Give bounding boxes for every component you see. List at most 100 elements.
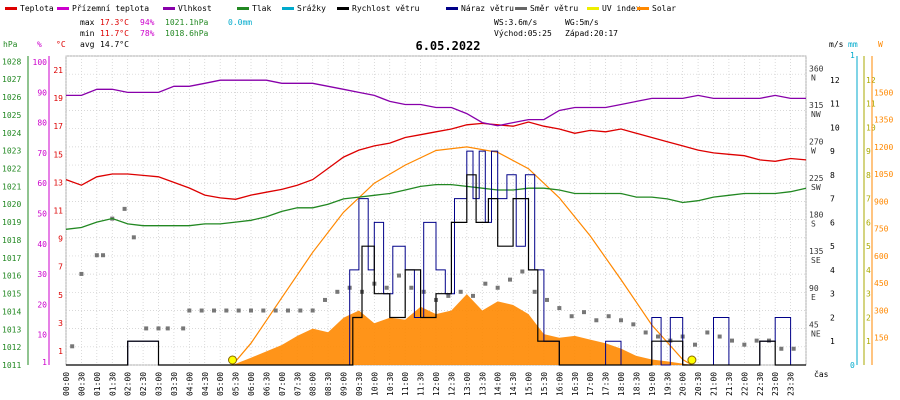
axis-time-tick: 16:30 [571, 372, 580, 396]
axis-uv-tick: 4 [866, 266, 871, 275]
wind-direction-point [384, 285, 389, 290]
axis-time-label: čas [814, 369, 829, 379]
axis-pct-tick: 100 [33, 58, 48, 67]
axis-temp-tick: 1 [58, 347, 63, 356]
axis-time-tick: 07:00 [278, 372, 287, 396]
axes-layer: hPa1028102710261025102410231022102110201… [2, 40, 893, 396]
legend-label: Směr větru [530, 4, 578, 13]
legend-label: Teplota [20, 4, 54, 13]
axis-time-tick: 09:30 [355, 372, 364, 396]
axis-time-tick: 06:30 [262, 372, 271, 396]
axis-temp-tick: 11 [53, 207, 63, 216]
temperature-line [65, 121, 807, 200]
axis-uv-tick: 12 [866, 76, 876, 85]
axis-dir-tick: 90 [809, 284, 819, 293]
axis-ms-tick: 9 [830, 147, 835, 156]
stat-max-temp: 17.3°C [100, 18, 129, 27]
wind-direction-point [261, 308, 266, 313]
wind-direction-point [532, 289, 537, 294]
axis-time-tick: 04:30 [201, 372, 210, 396]
axis-time-tick: 15:30 [540, 372, 549, 396]
axis-time-tick: 23:00 [771, 372, 780, 396]
axis-temp-tick: 7 [58, 263, 63, 272]
wind-direction-point [397, 273, 401, 278]
solar-max-line [232, 146, 693, 366]
axis-time-tick: 10:00 [370, 372, 379, 396]
wind-direction-point [730, 338, 734, 343]
axis-solar-tick: 1350 [874, 116, 893, 125]
wind-direction-point [101, 253, 105, 258]
axis-hpa-tick: 1023 [2, 147, 21, 156]
axis-hpa-tick: 1026 [2, 93, 21, 102]
stat-max-rain: 0.0mm [228, 18, 252, 27]
axis-hpa-tick: 1019 [2, 218, 21, 227]
axis-uv-tick: 1 [866, 337, 871, 346]
axis-temp-unit: °C [56, 40, 66, 49]
axis-time-tick: 20:30 [694, 372, 703, 396]
axis-temp-tick: 21 [53, 66, 63, 75]
wind-direction-point [594, 318, 599, 323]
axis-temp-tick: 13 [53, 178, 63, 187]
axis-solar-tick: 1050 [874, 170, 893, 179]
series-layer [65, 79, 807, 366]
axis-time-tick: 09:00 [340, 372, 349, 396]
stat-avg-label: avg [80, 40, 95, 49]
axis-time-tick: 03:00 [155, 372, 164, 396]
axis-time-tick: 07:30 [293, 372, 302, 396]
stat-min-temp: 11.7°C [100, 29, 129, 38]
wind-direction-point [165, 326, 170, 331]
wind-direction-point [606, 314, 611, 319]
axis-temp-tick: 3 [58, 319, 63, 328]
axis-hpa-tick: 1027 [2, 75, 21, 84]
wind-direction-point [335, 289, 340, 294]
wind-direction-point [446, 293, 451, 298]
axis-hpa-unit: hPa [3, 40, 18, 49]
axis-dir-tick: 180 [809, 211, 824, 220]
axis-time-tick: 19:30 [663, 372, 672, 396]
axis-solar-tick: 750 [874, 225, 889, 234]
legend-swatch [5, 7, 17, 10]
axis-ms-tick: 8 [830, 171, 835, 180]
axis-time-tick: 12:00 [432, 372, 441, 396]
axis-time-tick: 17:30 [602, 372, 611, 396]
axis-time-tick: 16:00 [555, 372, 564, 396]
sunrise-marker [228, 355, 237, 365]
wind-direction-point [458, 289, 463, 294]
axis-pct-tick: 80 [37, 119, 47, 128]
axis-time-tick: 13:00 [463, 372, 472, 396]
wind-direction-point [582, 310, 586, 315]
axis-uv-tick: 2 [866, 313, 871, 322]
axis-hpa-tick: 1024 [2, 129, 21, 138]
wind-direction-point [791, 346, 796, 351]
axis-time-tick: 18:00 [617, 372, 626, 396]
wind-direction-point [236, 308, 241, 313]
axis-time-tick: 20:00 [679, 372, 688, 396]
axis-pct-tick: 1 [42, 358, 47, 367]
legend-swatch [337, 7, 349, 10]
legend-label: Náraz větru [461, 4, 514, 13]
axis-ms-tick: 12 [830, 76, 840, 85]
axis-solar-unit: W [878, 40, 883, 49]
axis-time-tick: 15:00 [525, 372, 534, 396]
axis-time-tick: 02:30 [139, 372, 148, 396]
axis-time-tick: 11:00 [401, 372, 410, 396]
axis-uv-tick: 5 [866, 242, 871, 251]
sunset-marker [687, 355, 697, 365]
wind-direction-point [187, 308, 192, 313]
axis-hpa-tick: 1013 [2, 325, 21, 334]
axis-ms-tick: 5 [830, 242, 835, 251]
wind-direction-point [656, 334, 660, 339]
axis-time-tick: 21:00 [710, 372, 719, 396]
axis-dir-label: W [811, 146, 816, 155]
stat-sunset: Západ:20:17 [565, 29, 618, 38]
wind-direction-point [717, 334, 722, 339]
axis-ms-unit: m/s [829, 40, 844, 49]
wind-direction-point [70, 344, 75, 349]
solar-area [232, 294, 692, 365]
axis-hpa-tick: 1028 [2, 57, 21, 66]
wind-direction-point [557, 306, 562, 311]
axis-hpa-tick: 1022 [2, 165, 21, 174]
legend-swatch [282, 7, 294, 10]
wind-speed-line [66, 174, 806, 366]
axis-time-tick: 00:00 [62, 372, 71, 396]
